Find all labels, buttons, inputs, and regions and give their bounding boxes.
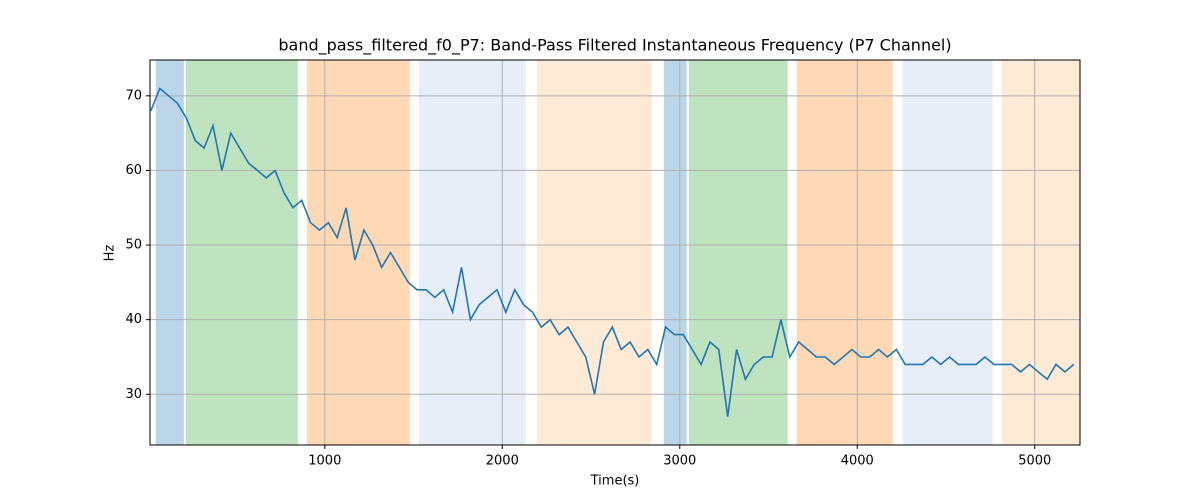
shaded-span (1001, 60, 1080, 445)
y-tick-label: 40 (125, 312, 142, 327)
y-tick-label: 30 (125, 387, 142, 402)
shaded-span (155, 60, 184, 445)
y-axis-label: Hz (103, 245, 118, 262)
y-tick-label: 70 (125, 88, 142, 103)
shaded-span (306, 60, 410, 445)
plot-frame (149, 59, 1081, 446)
shaded-span (418, 60, 526, 445)
x-axis-label: Time(s) (590, 474, 640, 489)
shaded-span (796, 60, 893, 445)
chart-title: band_pass_filtered_f0_P7: Band-Pass Filt… (278, 36, 951, 56)
x-tick-label: 3000 (663, 454, 696, 469)
data-line (150, 87, 1075, 417)
y-tick-label: 50 (125, 238, 142, 253)
shaded-span (688, 60, 788, 445)
shaded-span (536, 60, 652, 445)
x-tick-label: 2000 (486, 454, 519, 469)
x-tick-label: 1000 (308, 454, 341, 469)
shaded-span (902, 60, 993, 445)
x-tick-label: 5000 (1018, 454, 1051, 469)
x-tick-label: 4000 (841, 454, 874, 469)
shaded-span (185, 60, 298, 445)
y-tick-label: 60 (125, 163, 142, 178)
shaded-span (663, 60, 687, 445)
